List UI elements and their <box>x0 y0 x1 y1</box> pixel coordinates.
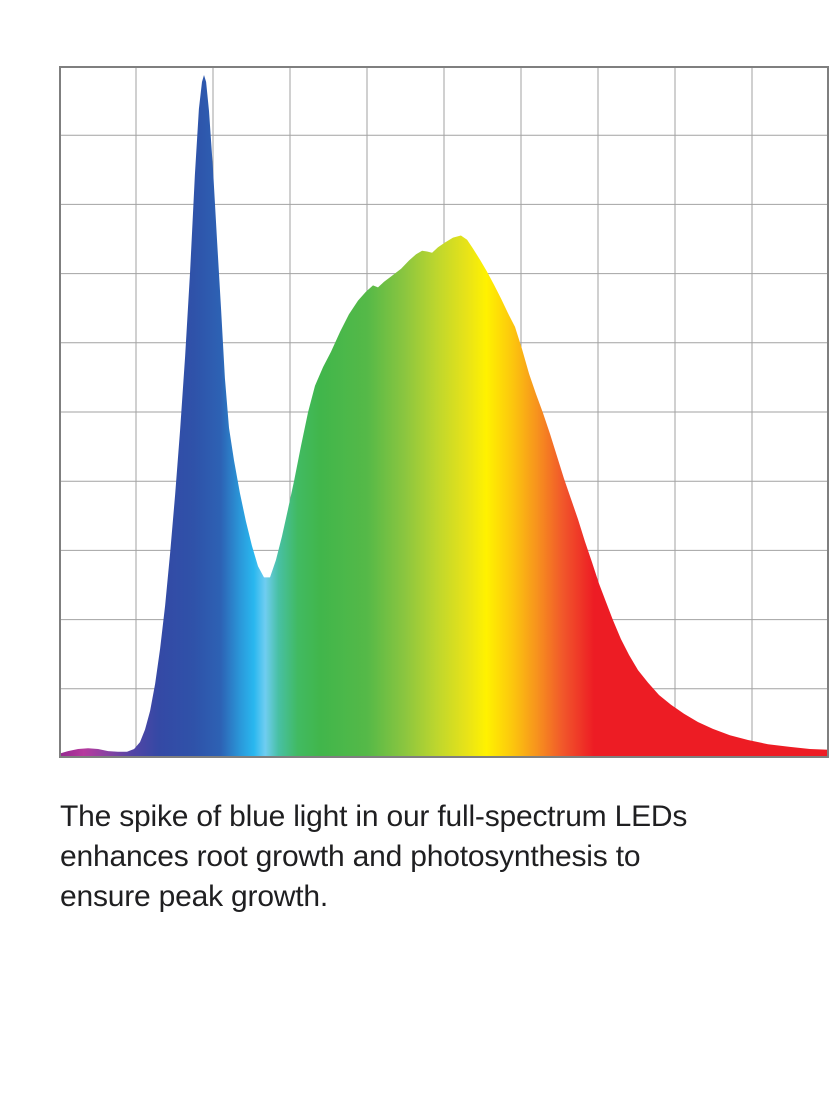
spectrum-plot-svg <box>59 66 829 758</box>
led-spectrum-chart <box>59 66 829 758</box>
chart-caption: The spike of blue light in our full-spec… <box>60 800 688 913</box>
